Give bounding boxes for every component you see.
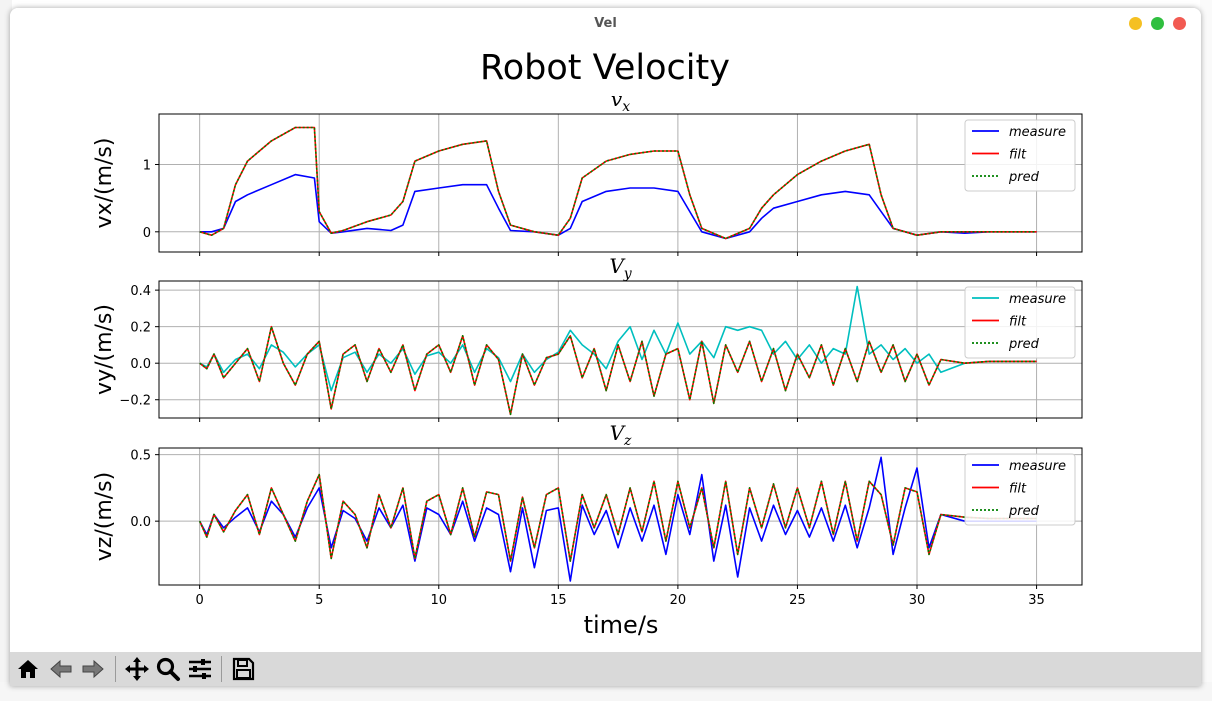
- figure-canvas[interactable]: Robot Velocity time/s 0 1 vx vx/(m/s) measur…: [10, 38, 1201, 652]
- y-tick-label: 0: [143, 226, 151, 241]
- y-axis-label: vy/(m/s): [92, 304, 117, 395]
- subplot-title: Vy: [609, 254, 632, 282]
- x-tick-label: 0: [196, 593, 204, 608]
- legend: measure filt pred: [964, 286, 1076, 359]
- x-tick-label: 20: [670, 593, 687, 608]
- y-tick-label: 0.0: [130, 515, 151, 530]
- home-icon: [18, 660, 38, 678]
- legend-label: pred: [1008, 504, 1040, 519]
- legend-label: pred: [1008, 170, 1040, 185]
- background-taskbar-strip: [0, 682, 1212, 701]
- legend-label: measure: [1009, 125, 1066, 140]
- y-axis-label: vz/(m/s): [92, 472, 117, 561]
- y-tick-label: 0.5: [130, 449, 151, 464]
- close-button[interactable]: [1173, 17, 1186, 30]
- legend-label: filt: [1009, 148, 1027, 163]
- configure-subplots-button[interactable]: [185, 655, 215, 683]
- window-title: Vel: [594, 16, 617, 31]
- background-app-left: [0, 0, 12, 701]
- series-line-measure: [198, 456, 1037, 582]
- pan-button[interactable]: [122, 655, 152, 683]
- legend-label: filt: [1009, 315, 1027, 330]
- zoom-icon: [156, 657, 180, 681]
- figure-window: Vel Robot Velocity time/s 0 1 vx vx/(m/s) me…: [10, 8, 1201, 686]
- subplot-vz: 0 5 10 15 20 25 30 35 0.5 0.0 Vz vz/(m/s) measure fil…: [92, 421, 1083, 608]
- figure-suptitle: Robot Velocity: [480, 48, 730, 88]
- maximize-button[interactable]: [1151, 17, 1164, 30]
- x-tick-label: 30: [909, 593, 926, 608]
- y-tick-label: 1: [143, 158, 151, 173]
- subplot-title: Vz: [610, 421, 632, 449]
- configure-subplots-icon: [189, 659, 211, 679]
- legend-box: [964, 119, 1076, 192]
- legend-label: filt: [1009, 482, 1027, 497]
- navigation-toolbar: [10, 652, 1201, 686]
- y-axis-label: vx/(m/s): [92, 138, 117, 229]
- subplot-vy: 0.4 0.2 0.0 −0.2 Vy vy/(m/s) measure filt pred: [92, 254, 1083, 422]
- y-tick-label: 0.0: [130, 357, 151, 372]
- toolbar-separator: [221, 656, 222, 682]
- series-line-pred: [198, 473, 1037, 562]
- back-button[interactable]: [46, 655, 76, 683]
- save-icon: [232, 657, 255, 681]
- forward-button[interactable]: [78, 655, 108, 683]
- axes-frame: [158, 280, 1083, 419]
- x-axis-label: time/s: [584, 611, 659, 639]
- legend-box: [964, 286, 1076, 359]
- legend-label: measure: [1009, 292, 1066, 307]
- legend-label: pred: [1008, 337, 1040, 352]
- x-tick-label: 10: [430, 593, 447, 608]
- y-tick-label: −0.2: [119, 394, 151, 409]
- pan-icon: [125, 657, 149, 681]
- zoom-button[interactable]: [153, 655, 183, 683]
- legend-box: [964, 453, 1076, 526]
- axes-frame: [158, 447, 1083, 586]
- home-button[interactable]: [13, 655, 43, 683]
- series-line-filt: [199, 126, 1037, 240]
- series-line-pred: [199, 325, 1037, 416]
- axes-frame: [158, 113, 1083, 253]
- window-titlebar[interactable]: Vel: [10, 8, 1201, 38]
- forward-arrow-icon: [82, 659, 104, 679]
- toolbar-separator: [115, 656, 116, 682]
- background-editor-right: [1200, 0, 1212, 701]
- legend: measure filt pred: [964, 453, 1076, 526]
- x-tick-label: 35: [1028, 593, 1045, 608]
- y-tick-label: 0.4: [130, 284, 151, 299]
- legend-label: measure: [1009, 459, 1066, 474]
- legend: measure filt pred: [964, 119, 1076, 192]
- subplot-vx: 0 1 vx vx/(m/s) measure filt pred: [92, 87, 1083, 256]
- x-tick-label: 25: [789, 593, 806, 608]
- x-tick-label: 15: [550, 593, 567, 608]
- subplot-title: vx: [611, 87, 630, 115]
- back-arrow-icon: [50, 659, 72, 679]
- series-line-measure: [199, 173, 1037, 240]
- figure-svg: Robot Velocity time/s 0 1 vx vx/(m/s) measur…: [92, 48, 1083, 639]
- save-button[interactable]: [228, 655, 258, 683]
- y-tick-label: 0.2: [130, 321, 151, 336]
- x-tick-label: 5: [315, 593, 323, 608]
- minimize-button[interactable]: [1129, 17, 1142, 30]
